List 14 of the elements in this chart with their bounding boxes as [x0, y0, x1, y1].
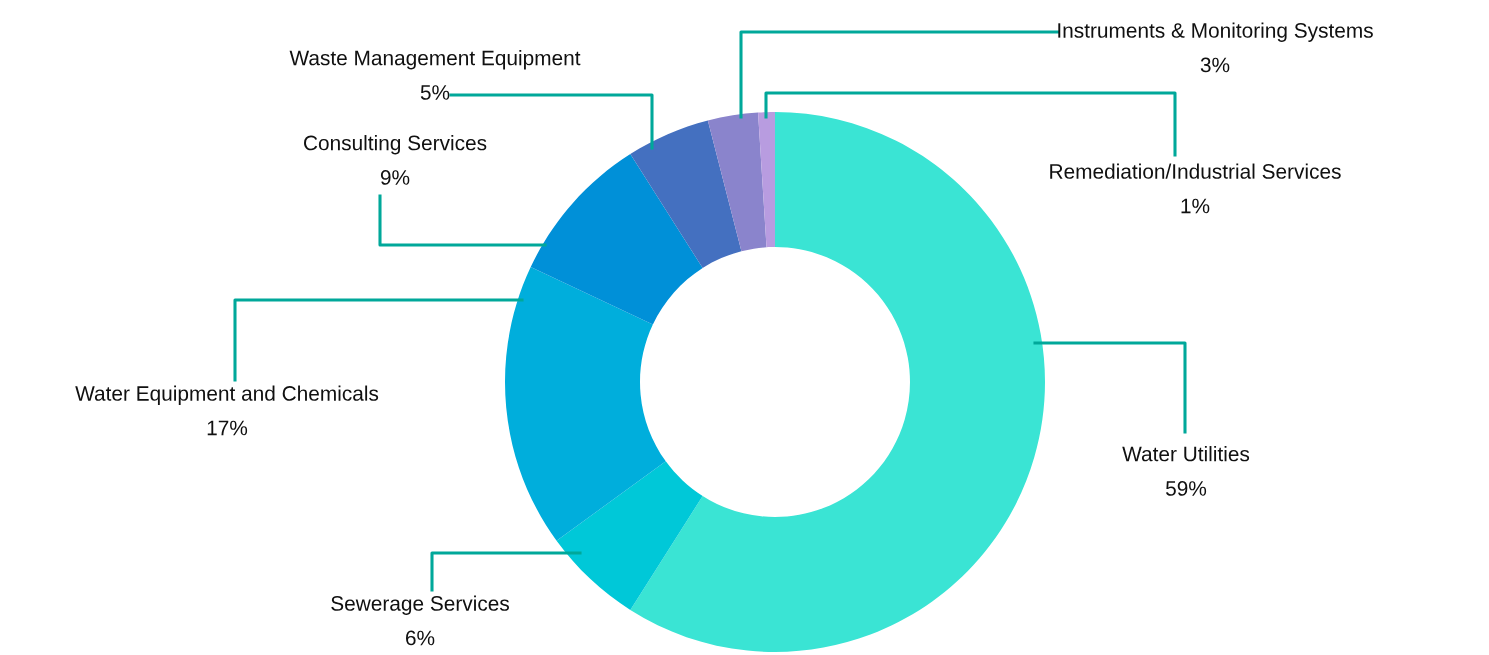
slice-label: Remediation/Industrial Services [1050, 163, 1341, 179]
data-label: 17% [207, 420, 248, 436]
slice-label: Water Utilities [1122, 446, 1250, 462]
slice-label: Instruments & Monitoring Systems [1058, 22, 1373, 42]
slice-label: Waste Management Equipment [289, 50, 581, 70]
data-label: 3% [1200, 57, 1230, 73]
data-label: 9% [380, 170, 410, 185]
slice-label: Water Equipment and Chemicals [75, 385, 379, 405]
data-label: 5% [420, 85, 450, 100]
data-label: 59% [1165, 481, 1207, 496]
data-label: 6% [406, 630, 435, 646]
slice-label: Consulting Services [304, 135, 487, 155]
data-label: 1% [1181, 198, 1210, 214]
slice-label: Sewerage Services [331, 595, 509, 615]
